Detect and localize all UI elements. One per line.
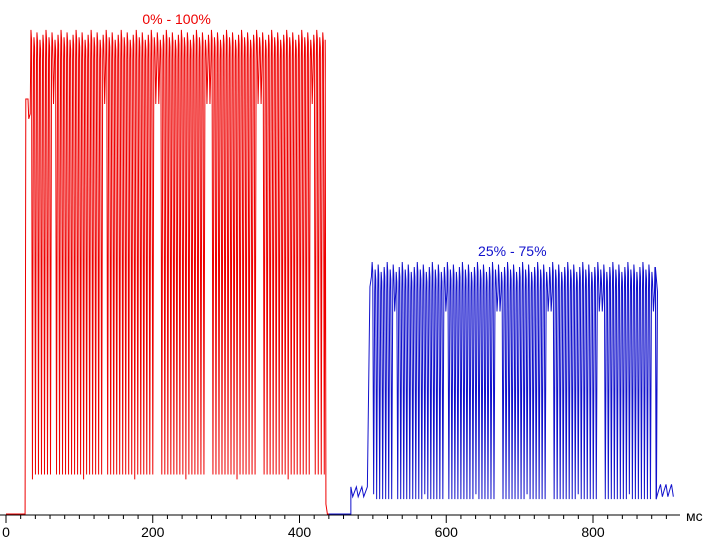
series-label-2: 25% - 75% <box>478 243 546 259</box>
series-layer <box>6 29 674 515</box>
x-tick-label: 800 <box>581 524 605 540</box>
x-tick-label: 400 <box>288 524 312 540</box>
series-line-2 <box>328 262 674 515</box>
annotation-layer: 0% - 100% 25% - 75% <box>142 11 546 259</box>
series-line-1 <box>6 29 348 515</box>
x-tick-label: 600 <box>435 524 459 540</box>
x-tick-label: 200 <box>141 524 165 540</box>
x-axis-unit-label: мс <box>686 508 703 524</box>
x-tick-label: 0 <box>2 524 10 540</box>
x-axis: 0 200 400 600 800 мс <box>0 508 703 540</box>
series-label-1: 0% - 100% <box>142 11 210 27</box>
